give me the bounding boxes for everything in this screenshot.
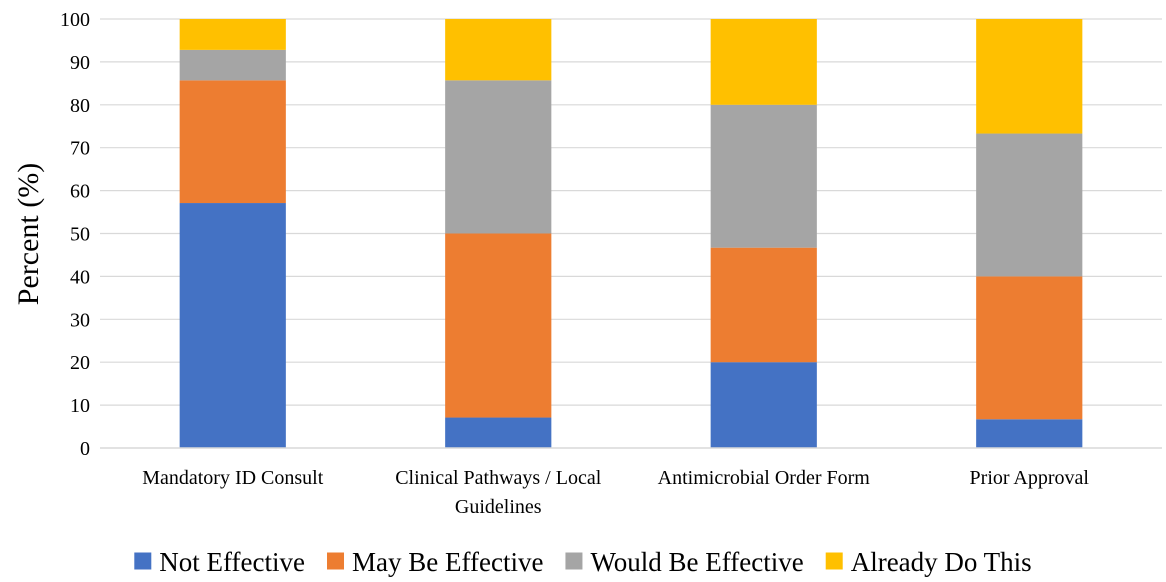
bar-segment bbox=[710, 362, 817, 448]
y-tick-label: 50 bbox=[70, 224, 90, 246]
y-axis-title: Percent (%) bbox=[12, 163, 45, 305]
y-tick-label: 40 bbox=[70, 266, 90, 288]
bar-segment bbox=[445, 80, 552, 234]
bar-segment bbox=[179, 203, 286, 448]
y-tick-label: 20 bbox=[70, 352, 90, 374]
x-category-label: Mandatory ID Consult bbox=[142, 467, 324, 489]
bar-segment bbox=[179, 49, 286, 81]
bar-segment bbox=[445, 233, 552, 418]
legend-label: May Be Effective bbox=[352, 547, 543, 577]
y-axis-ticks: 0 10 20 30 40 50 60 70 80 90 100 bbox=[60, 9, 90, 460]
y-tick-label: 80 bbox=[70, 95, 90, 117]
bar-segment bbox=[710, 247, 817, 363]
y-tick-label: 90 bbox=[70, 52, 90, 74]
x-axis-labels: Mandatory ID Consult Clinical Pathways / … bbox=[142, 467, 1089, 518]
x-category-label: Guidelines bbox=[455, 496, 542, 518]
x-category-label: Clinical Pathways / Local bbox=[395, 467, 602, 489]
legend-label: Already Do This bbox=[851, 547, 1032, 577]
legend-swatch bbox=[134, 552, 152, 570]
y-tick-label: 100 bbox=[60, 9, 90, 31]
bar-segment bbox=[179, 80, 286, 204]
bar-segment bbox=[179, 19, 286, 50]
bar-segment bbox=[976, 419, 1083, 448]
legend-swatch bbox=[825, 552, 843, 570]
y-tick-label: 70 bbox=[70, 138, 90, 160]
y-tick-label: 0 bbox=[80, 438, 90, 460]
bar-segment bbox=[445, 19, 552, 81]
bar-segment bbox=[976, 276, 1083, 420]
bars bbox=[179, 19, 1083, 448]
y-tick-label: 10 bbox=[70, 395, 90, 417]
y-tick-label: 60 bbox=[70, 181, 90, 203]
x-category-label: Antimicrobial Order Form bbox=[658, 467, 871, 489]
legend-swatch bbox=[565, 552, 583, 570]
y-tick-label: 30 bbox=[70, 309, 90, 331]
legend: Not Effective May Be Effective Would Be Ef… bbox=[134, 547, 1032, 577]
bar-segment bbox=[710, 104, 817, 248]
x-category-label: Prior Approval bbox=[970, 467, 1090, 489]
legend-label: Would Be Effective bbox=[590, 547, 803, 577]
bar-segment bbox=[976, 133, 1083, 277]
legend-swatch bbox=[327, 552, 345, 570]
bar-segment bbox=[710, 19, 817, 105]
bar-segment bbox=[976, 19, 1083, 134]
bar-segment bbox=[445, 417, 552, 448]
legend-label: Not Effective bbox=[159, 547, 305, 577]
